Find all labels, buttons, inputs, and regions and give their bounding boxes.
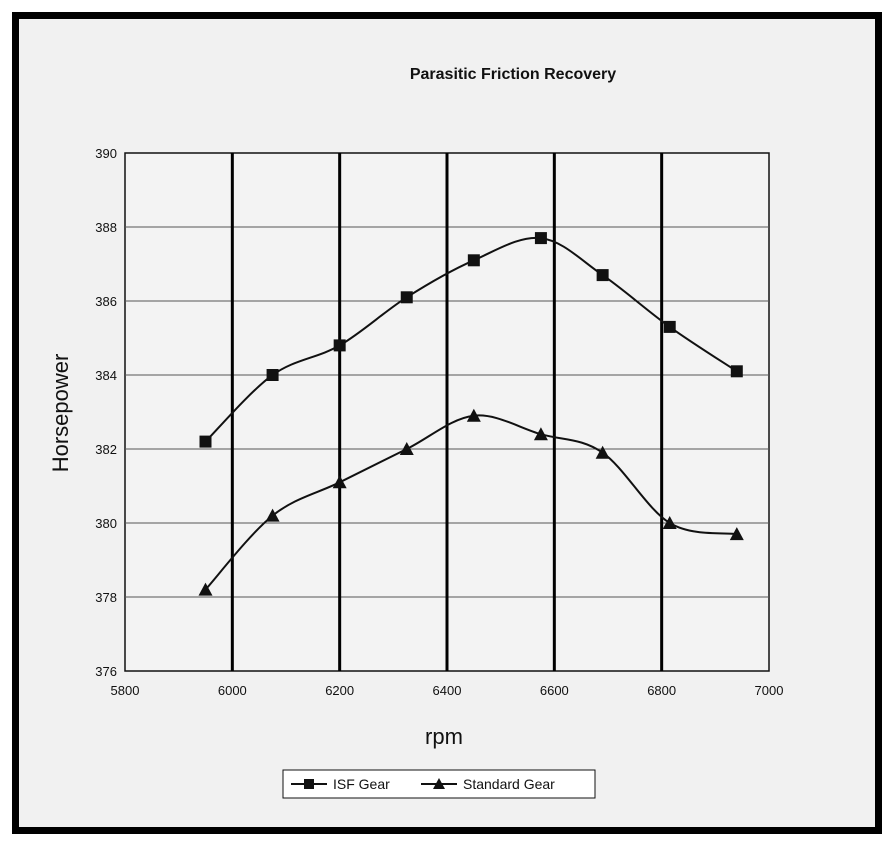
series-1-point-1 — [265, 508, 280, 522]
series-0-point-4 — [467, 254, 480, 267]
legend-label-standard: Standard Gear — [463, 776, 555, 792]
x-tick-label-6200: 6200 — [325, 683, 354, 698]
series-layer — [198, 232, 744, 596]
y-tick-label-390: 390 — [95, 146, 117, 161]
y-tick-label-378: 378 — [95, 590, 117, 605]
legend-label-isf: ISF Gear — [333, 776, 390, 792]
x-tick-label-6600: 6600 — [540, 683, 569, 698]
series-1-point-6 — [595, 445, 610, 459]
series-1-point-8 — [729, 527, 744, 541]
series-0-point-1 — [266, 369, 279, 381]
series-1-point-7 — [662, 516, 677, 529]
series-0-point-3 — [400, 291, 413, 304]
y-tick-label-388: 388 — [95, 220, 117, 235]
x-tick-label-6800: 6800 — [647, 683, 676, 698]
chart-title: Parasitic Friction Recovery — [410, 66, 616, 83]
x-tick-label-6000: 6000 — [218, 683, 247, 698]
x-tick-label-6400: 6400 — [433, 683, 462, 698]
grid-layer — [125, 153, 769, 671]
y-tick-label-380: 380 — [95, 516, 117, 531]
y-axis-title: Horsepower — [48, 354, 73, 473]
series-0-point-7 — [663, 320, 676, 333]
x-tick-label-5800: 5800 — [111, 683, 140, 698]
series-0-point-2 — [333, 339, 346, 352]
series-0-point-6 — [596, 269, 609, 282]
legend-marker-isf — [304, 779, 314, 789]
series-1-point-3 — [399, 442, 414, 455]
series-0-point-8 — [730, 365, 743, 378]
series-0-point-5 — [534, 232, 547, 245]
tick-layer: 376 378 380 382 384 386 388 390 5800 6000 6200 6400… — [95, 146, 783, 698]
y-tick-label-376: 376 — [95, 664, 117, 679]
legend-marker-standard — [433, 778, 445, 789]
legend: ISF Gear Standard Gear — [282, 769, 596, 799]
y-tick-label-386: 386 — [95, 294, 117, 309]
x-axis-title: rpm — [425, 724, 463, 749]
series-1-point-0 — [198, 582, 213, 596]
y-tick-label-382: 382 — [95, 442, 117, 457]
series-1-point-4 — [466, 408, 481, 422]
series-1-point-2 — [332, 475, 347, 489]
y-tick-label-384: 384 — [95, 368, 117, 383]
x-tick-label-7000: 7000 — [755, 683, 784, 698]
series-1-point-5 — [533, 427, 548, 441]
series-0-point-0 — [199, 435, 212, 448]
